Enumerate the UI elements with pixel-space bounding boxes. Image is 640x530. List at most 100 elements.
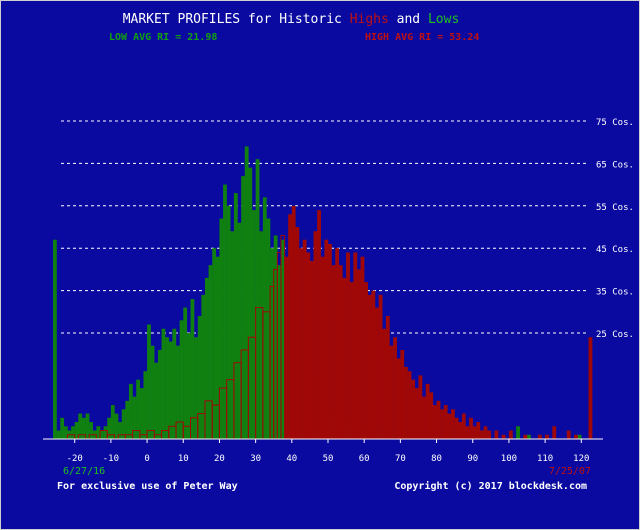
high-bar — [411, 379, 416, 439]
low-bar — [132, 396, 137, 439]
high-bar — [353, 252, 358, 439]
high-bar — [378, 294, 383, 439]
high-bar — [479, 430, 484, 439]
high-bar — [487, 430, 492, 439]
low-bar — [60, 417, 65, 439]
low-bar — [81, 417, 86, 439]
low-bar — [226, 205, 231, 439]
low-bar — [74, 422, 79, 439]
low-bar — [186, 333, 191, 439]
high-bar — [313, 231, 318, 439]
low-bar — [78, 413, 83, 439]
x-tick-label: 60 — [359, 454, 370, 464]
high-bar — [418, 375, 423, 439]
high-bar — [440, 409, 444, 439]
low-bar — [215, 256, 220, 439]
high-bar — [346, 252, 350, 439]
y-tick-label: 25 Cos. — [596, 330, 634, 340]
low-bar — [208, 265, 213, 439]
high-bar — [360, 256, 365, 439]
high-bar — [566, 430, 571, 439]
y-tick-label: 65 Cos. — [596, 160, 634, 170]
low-bar — [118, 422, 122, 439]
high-bar — [461, 413, 466, 439]
x-tick-label: -10 — [103, 454, 119, 464]
low-bar — [194, 337, 198, 439]
high-bar — [306, 252, 311, 439]
low-bar — [56, 430, 61, 439]
low-bar — [212, 248, 217, 439]
high-bar — [465, 426, 470, 439]
low-bar — [107, 417, 112, 439]
x-tick-label: 20 — [214, 454, 225, 464]
low-bar — [516, 426, 520, 439]
high-bar — [537, 434, 542, 439]
low-bar — [577, 434, 582, 439]
y-tick-label: 45 Cos. — [596, 245, 634, 255]
low-bar — [125, 400, 130, 439]
low-bar — [233, 193, 238, 439]
low-bar — [143, 371, 148, 439]
high-bar — [284, 256, 289, 439]
high-bar — [364, 282, 369, 439]
high-bar — [375, 307, 379, 439]
x-tick-label: 40 — [286, 454, 297, 464]
x-tick-label: 30 — [250, 454, 261, 464]
footer-left: For exclusive use of Peter Way — [57, 480, 238, 492]
date-right: 7/25/07 — [549, 466, 591, 477]
x-axis-labels: -20 -10 0 10 20 30 40 50 60 70 80 90 100 110 120 — [67, 439, 589, 464]
x-tick-label: 90 — [467, 454, 478, 464]
high-bar — [407, 371, 412, 439]
x-tick-label: 110 — [537, 454, 553, 464]
high-bar — [342, 277, 347, 439]
high-bar — [476, 422, 481, 439]
low-bar — [280, 239, 285, 439]
x-tick-label: 120 — [573, 454, 589, 464]
high-bar — [389, 345, 394, 439]
high-bar — [523, 434, 528, 439]
low-bar — [190, 299, 195, 439]
x-tick-label: 0 — [144, 454, 149, 464]
high-bar — [472, 426, 477, 439]
footer-right: Copyright (c) 2017 blockdesk.com — [394, 480, 587, 492]
high-bar — [414, 388, 419, 439]
low-bar — [230, 231, 235, 439]
low-bar — [53, 239, 57, 439]
high-bar — [483, 426, 488, 439]
high-bar — [317, 210, 321, 439]
high-bar — [451, 409, 455, 439]
high-bar — [429, 392, 434, 439]
low-bar — [168, 341, 173, 439]
low-bar — [85, 413, 90, 439]
high-bar — [331, 265, 336, 439]
low-bar — [71, 426, 75, 439]
low-bar — [223, 184, 227, 439]
low-bar — [157, 349, 162, 439]
low-bar — [165, 337, 169, 439]
x-tick-label: 50 — [323, 454, 334, 464]
low-bar — [154, 362, 159, 439]
high-bar — [349, 282, 354, 439]
high-bar — [393, 337, 397, 439]
high-bar — [400, 349, 405, 439]
high-bar — [403, 366, 408, 439]
high-bar — [385, 316, 390, 439]
low-bar — [241, 176, 245, 439]
y-tick-label: 35 Cos. — [596, 288, 634, 298]
high-bar — [422, 396, 426, 439]
high-bar — [494, 430, 499, 439]
low-bar — [139, 388, 144, 439]
low-bar — [201, 294, 206, 439]
high-bar — [588, 337, 593, 439]
high-bar — [295, 227, 300, 439]
high-bar — [432, 405, 437, 439]
low-bar — [114, 413, 119, 439]
low-bar — [277, 265, 282, 439]
high-bar — [508, 430, 513, 439]
high-bar — [371, 290, 376, 439]
low-bar — [172, 328, 177, 439]
high-bar — [382, 328, 387, 439]
chart-title: MARKET PROFILES for Historic Highs and L… — [123, 12, 460, 27]
high-bar — [447, 413, 452, 439]
